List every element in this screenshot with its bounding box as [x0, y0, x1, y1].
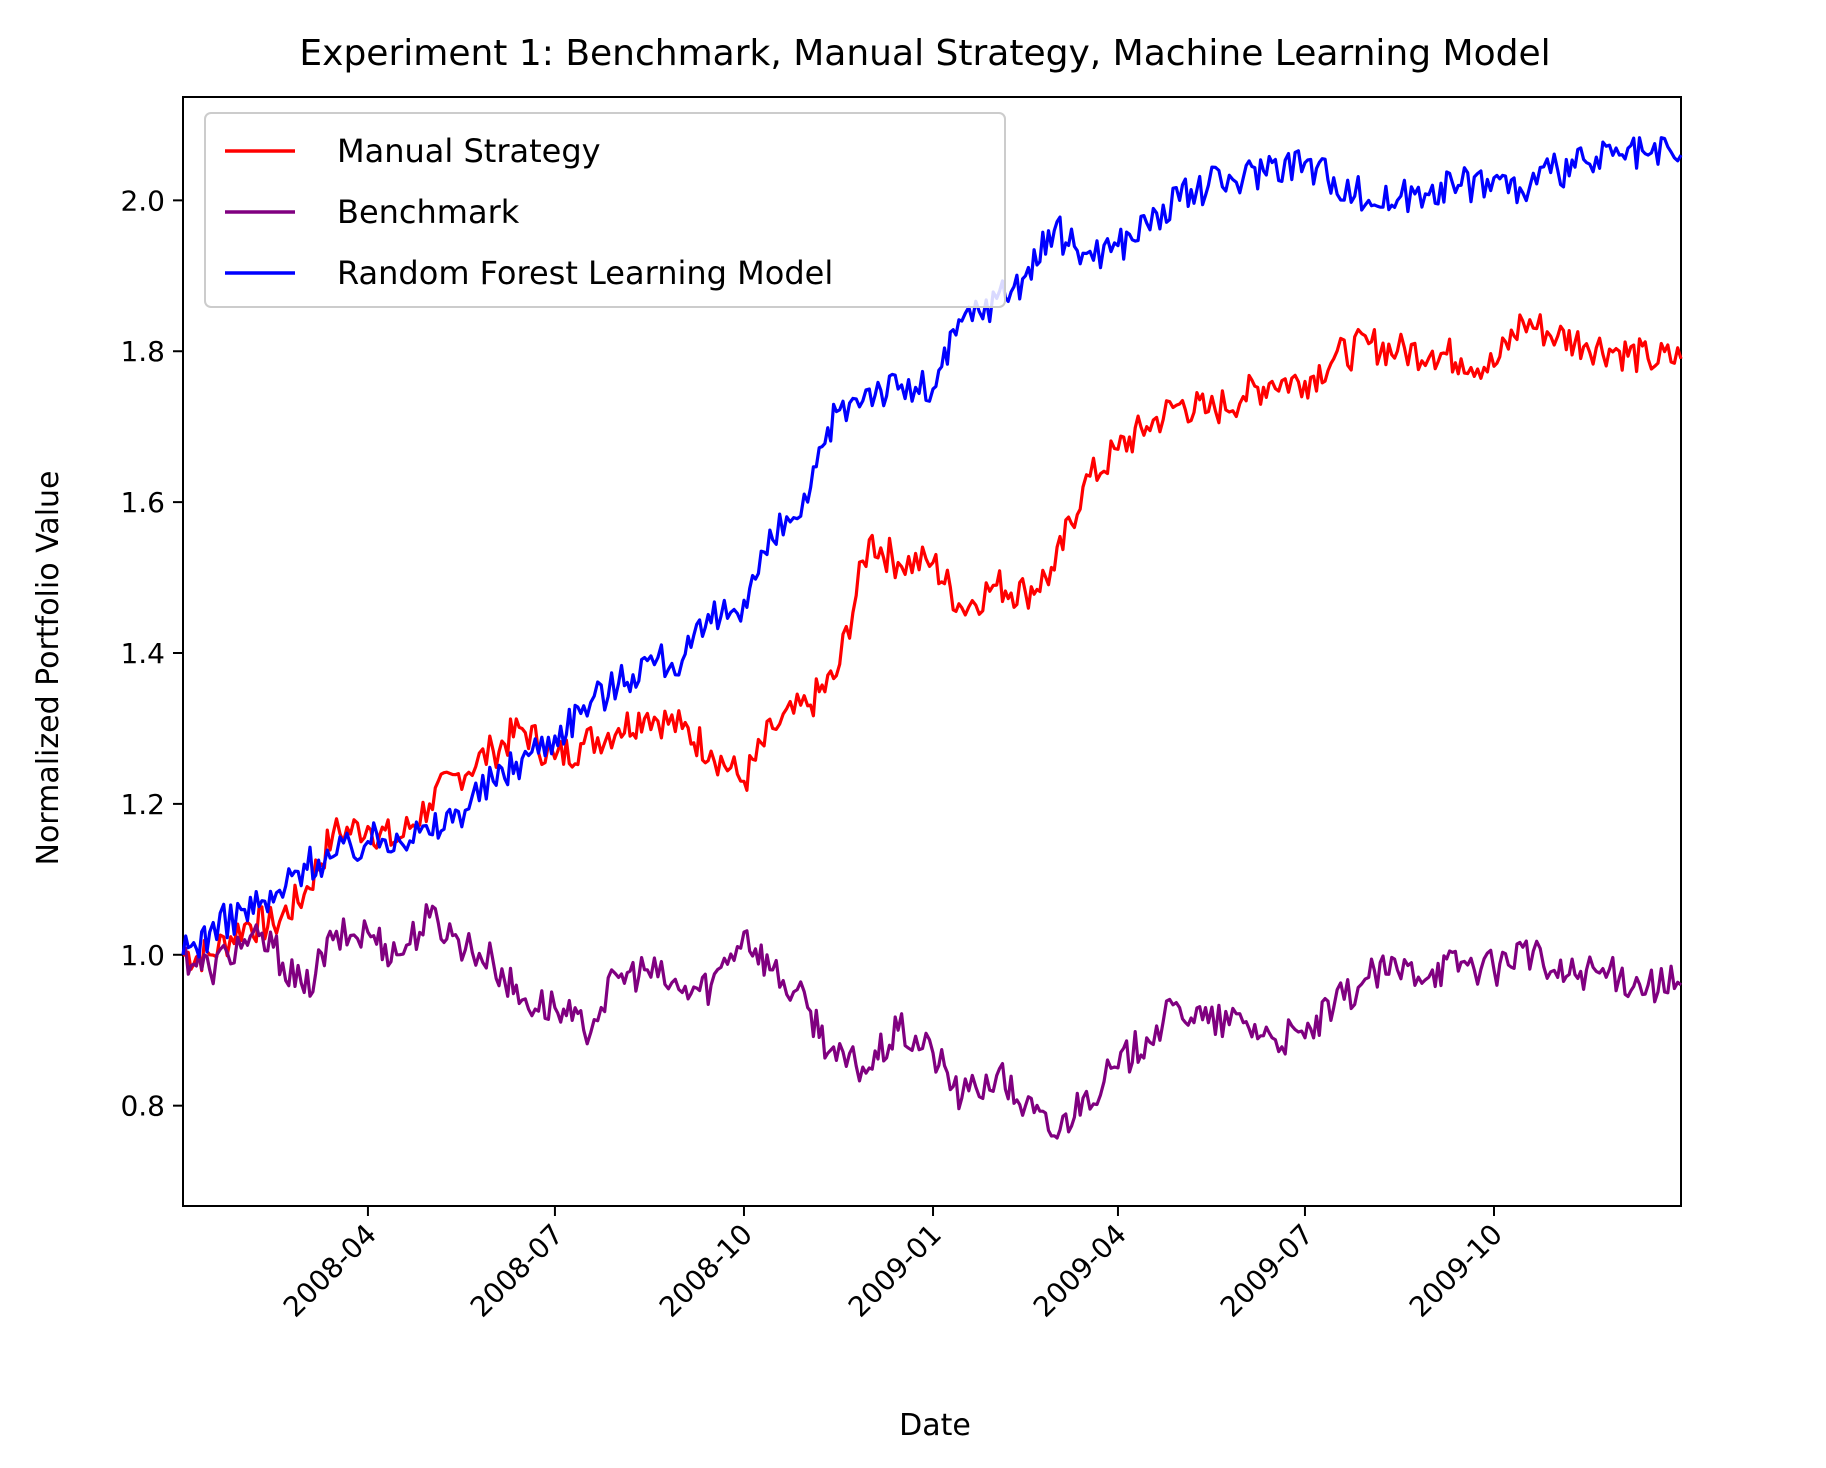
- y-tick-label: 1.4: [120, 637, 165, 670]
- legend-label-benchmark: Benchmark: [337, 193, 520, 231]
- y-tick-label: 1.0: [120, 939, 165, 972]
- y-tick-label: 2.0: [120, 184, 165, 217]
- y-axis-label: Normalized Portfolio Value: [31, 471, 66, 866]
- y-axis-ticks: 0.8 1.0 1.2 1.4 1.6 1.8 2.0: [120, 184, 183, 1123]
- y-tick-label: 0.8: [120, 1090, 165, 1123]
- series-line-manual-strategy: [182, 313, 1683, 973]
- legend: Manual Strategy Benchmark Random Forest Le…: [204, 112, 1006, 308]
- legend-box: [204, 112, 1006, 308]
- plot-frame: [182, 96, 1682, 1207]
- series-line-random-forest-learning-model: [181, 136, 1683, 959]
- legend-label-manual-strategy: Manual Strategy: [337, 132, 601, 170]
- y-tick-label: 1.8: [120, 335, 165, 368]
- plot-area: [182, 96, 1682, 1207]
- series-lines: [181, 136, 1683, 1140]
- y-tick-label: 1.6: [120, 486, 165, 519]
- x-axis-label: Date: [899, 1408, 971, 1443]
- y-tick-label: 1.2: [120, 788, 165, 821]
- chart-title: Experiment 1: Benchmark, Manual Strategy…: [299, 33, 1550, 74]
- legend-label-random-forest-learning-model: Random Forest Learning Model: [337, 254, 833, 292]
- series-line-benchmark: [181, 903, 1683, 1140]
